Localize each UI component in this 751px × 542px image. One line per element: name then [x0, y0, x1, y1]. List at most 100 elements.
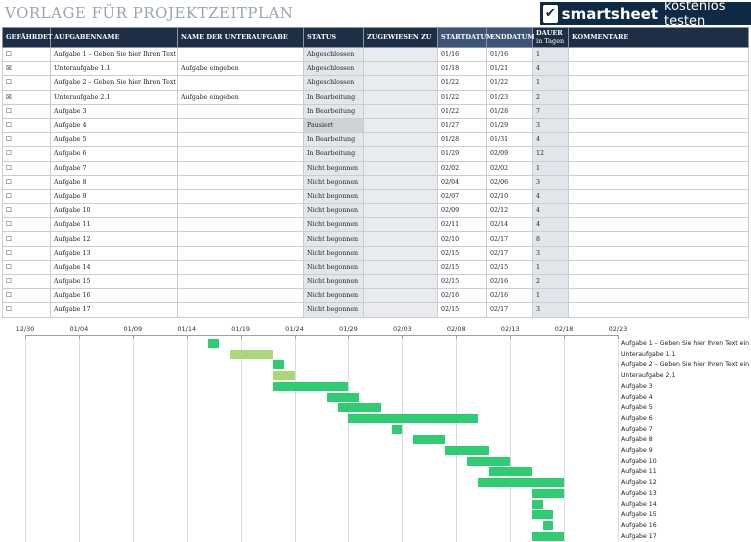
status-cell[interactable]: Nicht begonnen	[303, 302, 364, 318]
comment-cell[interactable]	[568, 103, 749, 119]
status-cell[interactable]: Abgeschlossen	[303, 46, 364, 63]
end-date-cell[interactable]: 02/12	[486, 203, 533, 219]
subtask-name-cell[interactable]	[177, 46, 304, 63]
gefaehrdet-checkbox[interactable]: ☐	[2, 160, 51, 176]
status-cell[interactable]: Abgeschlossen	[303, 61, 364, 77]
comment-cell[interactable]	[568, 217, 749, 233]
gantt-bar[interactable]	[348, 413, 478, 423]
assignee-cell[interactable]	[363, 203, 438, 219]
subtask-name-cell[interactable]: Aufgabe eingeben	[177, 89, 304, 105]
task-name-cell[interactable]: Aufgabe 17	[50, 302, 178, 318]
comment-cell[interactable]	[568, 75, 749, 91]
assignee-cell[interactable]	[363, 146, 438, 162]
end-date-cell[interactable]: 01/29	[486, 117, 533, 134]
subtask-name-cell[interactable]	[177, 117, 304, 134]
status-cell[interactable]: Nicht begonnen	[303, 217, 364, 233]
end-date-cell[interactable]: 02/02	[486, 160, 533, 176]
assignee-cell[interactable]	[363, 174, 438, 190]
end-date-cell[interactable]: 01/22	[486, 75, 533, 91]
comment-cell[interactable]	[568, 231, 749, 247]
task-name-cell[interactable]: Aufgabe 4	[50, 117, 178, 134]
status-cell[interactable]: Nicht begonnen	[303, 231, 364, 247]
gefaehrdet-checkbox[interactable]: ☐	[2, 259, 51, 276]
end-date-cell[interactable]: 01/28	[486, 103, 533, 119]
status-cell[interactable]: Nicht begonnen	[303, 203, 364, 219]
status-cell[interactable]: Nicht begonnen	[303, 288, 364, 304]
status-cell[interactable]: Nicht begonnen	[303, 188, 364, 205]
assignee-cell[interactable]	[363, 188, 438, 205]
gefaehrdet-checkbox[interactable]: ☐	[2, 46, 51, 63]
gefaehrdet-checkbox[interactable]: ☐	[2, 231, 51, 247]
end-date-cell[interactable]: 02/17	[486, 231, 533, 247]
comment-cell[interactable]	[568, 245, 749, 261]
task-name-cell[interactable]: Aufgabe 16	[50, 288, 178, 304]
status-cell[interactable]: Pausiert	[303, 117, 364, 134]
start-date-cell[interactable]: 01/29	[437, 146, 487, 162]
end-date-cell[interactable]: 02/17	[486, 245, 533, 261]
end-date-cell[interactable]: 02/14	[486, 217, 533, 233]
status-cell[interactable]: In Bearbeitung	[303, 89, 364, 105]
assignee-cell[interactable]	[363, 160, 438, 176]
gantt-bar[interactable]	[229, 349, 273, 359]
gantt-bar[interactable]	[445, 446, 489, 455]
gantt-bar[interactable]	[413, 435, 446, 445]
start-date-cell[interactable]: 02/09	[437, 203, 487, 219]
task-name-cell[interactable]: Aufgabe 10	[50, 203, 178, 219]
start-date-cell[interactable]: 01/22	[437, 103, 487, 119]
task-name-cell[interactable]: Aufgabe 8	[50, 174, 178, 190]
gefaehrdet-checkbox[interactable]: ☐	[2, 103, 51, 119]
start-date-cell[interactable]: 02/07	[437, 188, 487, 205]
comment-cell[interactable]	[568, 46, 749, 63]
task-name-cell[interactable]: Aufgabe 12	[50, 231, 178, 247]
start-date-cell[interactable]: 02/15	[437, 259, 487, 276]
task-name-cell[interactable]: Aufgabe 2 – Geben Sie hier Ihren Text ei…	[50, 75, 178, 91]
start-date-cell[interactable]: 01/28	[437, 132, 487, 148]
start-date-cell[interactable]: 02/15	[437, 273, 487, 290]
end-date-cell[interactable]: 02/16	[486, 288, 533, 304]
assignee-cell[interactable]	[363, 217, 438, 233]
gefaehrdet-checkbox[interactable]: ☐	[2, 203, 51, 219]
gantt-bar[interactable]	[208, 339, 220, 348]
gefaehrdet-checkbox[interactable]: ☐	[2, 75, 51, 91]
end-date-cell[interactable]: 02/10	[486, 188, 533, 205]
comment-cell[interactable]	[568, 160, 749, 176]
subtask-name-cell[interactable]	[177, 146, 304, 162]
start-date-cell[interactable]: 02/02	[437, 160, 487, 176]
gefaehrdet-checkbox[interactable]: ☐	[2, 174, 51, 190]
assignee-cell[interactable]	[363, 89, 438, 105]
end-date-cell[interactable]: 02/15	[486, 259, 533, 276]
comment-cell[interactable]	[568, 203, 749, 219]
gefaehrdet-checkbox[interactable]: ☒	[2, 89, 51, 105]
comment-cell[interactable]	[568, 174, 749, 190]
subtask-name-cell[interactable]	[177, 103, 304, 119]
comment-cell[interactable]	[568, 288, 749, 304]
comment-cell[interactable]	[568, 273, 749, 290]
status-cell[interactable]: Nicht begonnen	[303, 273, 364, 290]
end-date-cell[interactable]: 02/06	[486, 174, 533, 190]
assignee-cell[interactable]	[363, 46, 438, 63]
subtask-name-cell[interactable]	[177, 203, 304, 219]
gefaehrdet-checkbox[interactable]: ☐	[2, 245, 51, 261]
status-cell[interactable]: Abgeschlossen	[303, 75, 364, 91]
comment-cell[interactable]	[568, 146, 749, 162]
assignee-cell[interactable]	[363, 103, 438, 119]
smartsheet-banner[interactable]: ✔ smartsheet kostenlos testen	[540, 0, 751, 29]
gantt-bar[interactable]	[531, 510, 554, 520]
start-date-cell[interactable]: 02/10	[437, 231, 487, 247]
subtask-name-cell[interactable]	[177, 188, 304, 205]
task-name-cell[interactable]: Aufgabe 1 – Geben Sie hier Ihren Text ei…	[50, 46, 178, 63]
task-name-cell[interactable]: Aufgabe 7	[50, 160, 178, 176]
assignee-cell[interactable]	[363, 117, 438, 134]
subtask-name-cell[interactable]	[177, 217, 304, 233]
comment-cell[interactable]	[568, 117, 749, 134]
status-cell[interactable]: In Bearbeitung	[303, 132, 364, 148]
task-name-cell[interactable]: Aufgabe 6	[50, 146, 178, 162]
gantt-bar[interactable]	[531, 488, 565, 498]
gefaehrdet-checkbox[interactable]: ☐	[2, 288, 51, 304]
comment-cell[interactable]	[568, 188, 749, 205]
gantt-bar[interactable]	[531, 531, 565, 541]
gantt-bar[interactable]	[272, 371, 295, 381]
assignee-cell[interactable]	[363, 75, 438, 91]
start-date-cell[interactable]: 01/18	[437, 61, 487, 77]
gefaehrdet-checkbox[interactable]: ☐	[2, 188, 51, 205]
